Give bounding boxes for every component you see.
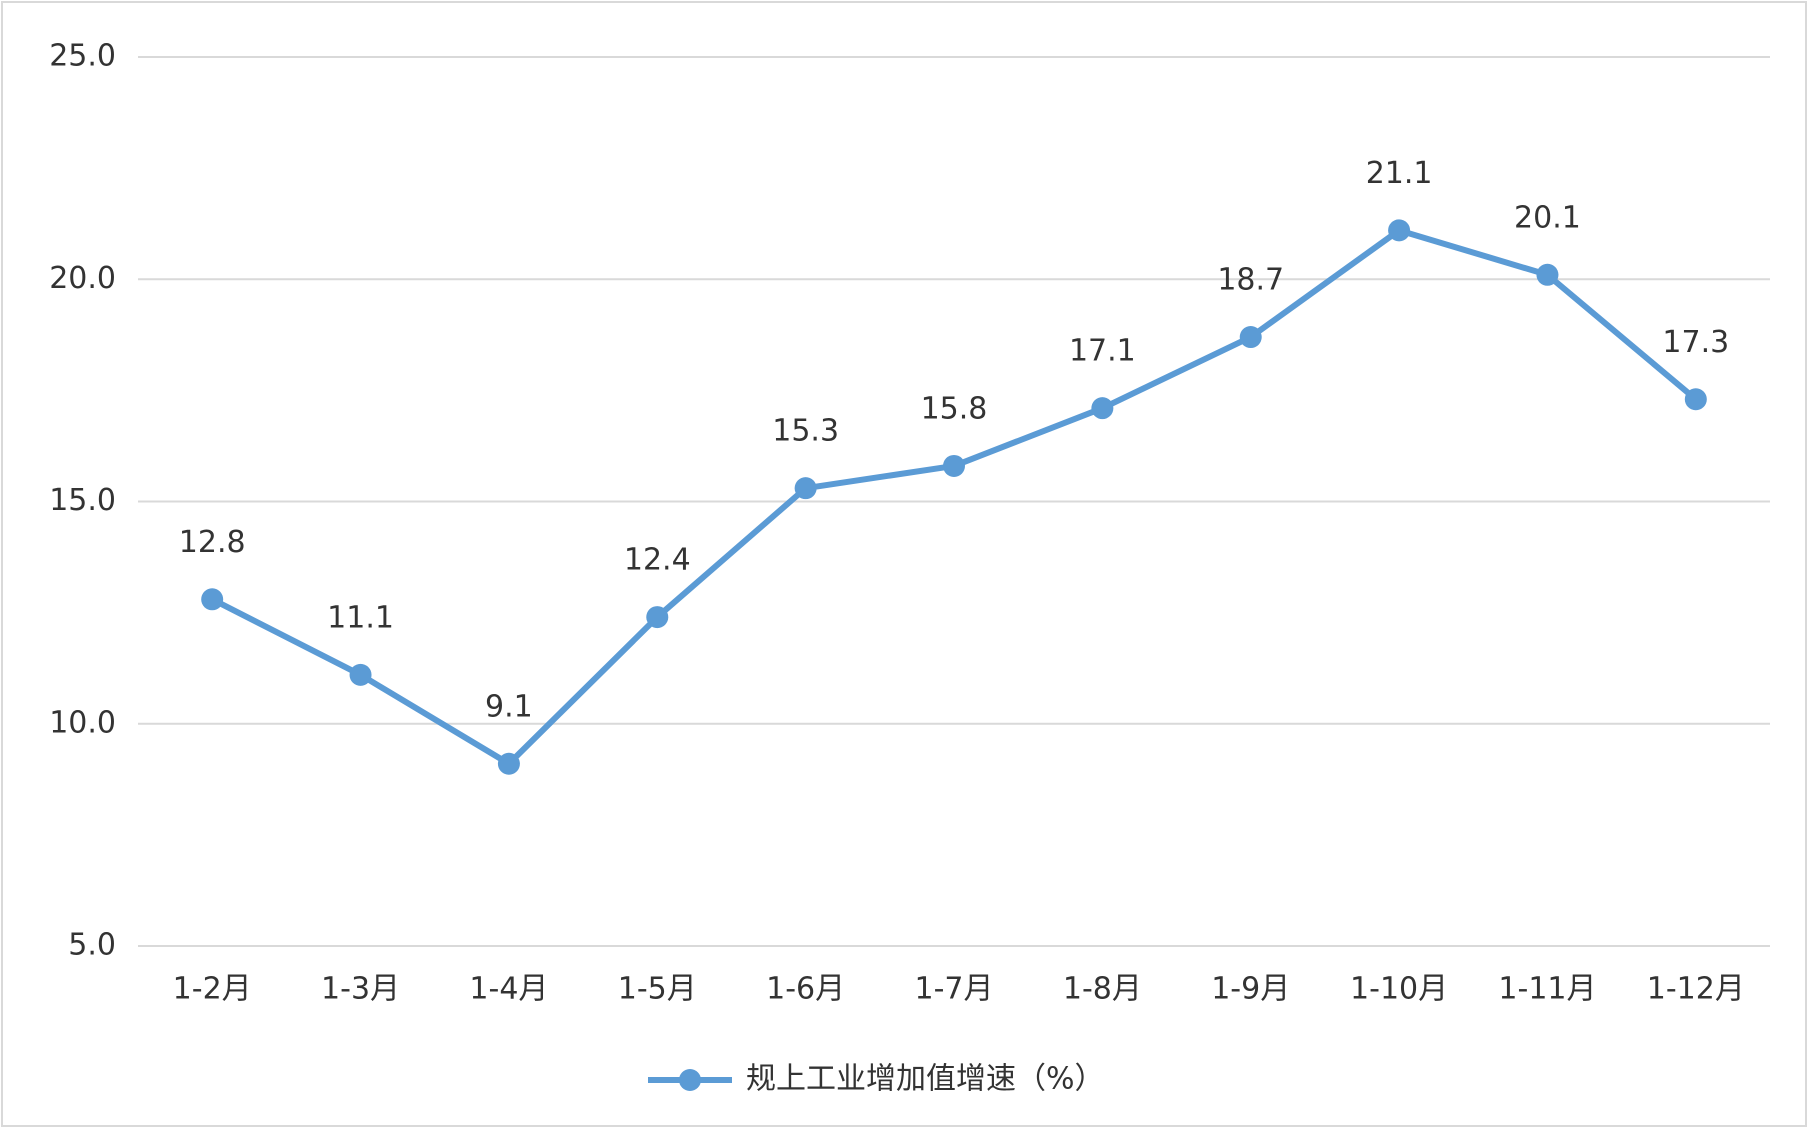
data-label: 15.8 — [921, 391, 988, 426]
data-label: 17.3 — [1662, 325, 1729, 360]
x-tick-label: 1-9月 — [1211, 972, 1290, 1007]
data-label: 17.1 — [1069, 334, 1136, 369]
x-tick-label: 1-12月 — [1647, 972, 1745, 1007]
legend-marker — [679, 1069, 701, 1091]
x-tick-label: 1-3月 — [321, 972, 400, 1007]
point-marker — [1091, 397, 1114, 420]
data-label: 20.1 — [1514, 200, 1581, 235]
point-marker — [349, 663, 372, 686]
x-tick-label: 1-11月 — [1498, 972, 1596, 1007]
x-tick-label: 1-10月 — [1350, 972, 1448, 1007]
data-label: 12.4 — [624, 543, 691, 578]
point-marker — [1536, 263, 1559, 286]
point-marker — [646, 606, 669, 629]
point-marker — [794, 477, 817, 500]
y-tick-label: 25.0 — [49, 39, 116, 74]
x-tick-label: 1-4月 — [469, 972, 548, 1007]
x-tick-label: 1-7月 — [915, 972, 994, 1007]
point-marker — [497, 752, 520, 775]
data-label: 18.7 — [1217, 263, 1284, 298]
point-marker — [943, 454, 965, 477]
x-tick-label: 1-8月 — [1063, 972, 1142, 1007]
y-tick-label: 20.0 — [49, 261, 116, 296]
y-tick-label: 10.0 — [49, 705, 116, 740]
data-label: 11.1 — [327, 600, 394, 635]
x-tick-label: 1-6月 — [766, 972, 845, 1007]
point-marker — [1388, 219, 1411, 242]
point-marker — [1239, 326, 1262, 349]
data-label: 12.8 — [179, 525, 246, 560]
point-marker — [1684, 388, 1707, 411]
y-tick-label: 15.0 — [49, 483, 116, 518]
x-tick-label: 1-5月 — [618, 972, 697, 1007]
x-tick-label: 1-2月 — [173, 972, 252, 1007]
data-label: 9.1 — [485, 689, 533, 724]
data-label: 21.1 — [1366, 156, 1433, 191]
y-tick-label: 5.0 — [68, 928, 116, 963]
point-marker — [201, 588, 224, 611]
data-label: 15.3 — [772, 414, 839, 449]
legend-label: 规上工业增加值增速（%） — [746, 1062, 1105, 1097]
